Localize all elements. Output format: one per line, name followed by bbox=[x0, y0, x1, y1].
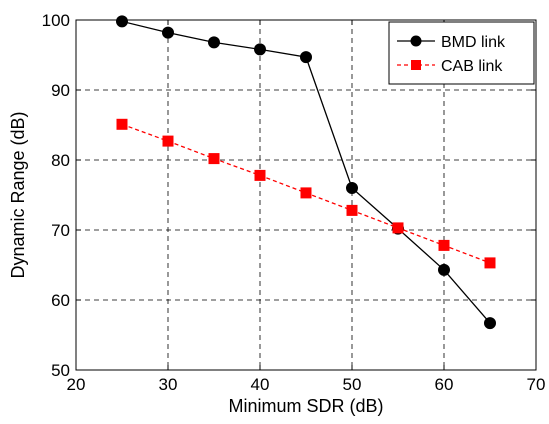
legend-label-1: CAB link bbox=[441, 58, 503, 75]
legend-marker-cab bbox=[411, 60, 421, 70]
data-point-cab bbox=[162, 135, 174, 147]
data-point-cab bbox=[208, 153, 220, 165]
plot-frame bbox=[75, 19, 537, 371]
data-point-bmd bbox=[208, 36, 220, 49]
y-tick-label: 80 bbox=[51, 151, 70, 170]
axis-ticks: 20 30 40 50 60 70 50 60 70 80 90 100 bbox=[42, 11, 546, 394]
x-tick-label: 40 bbox=[251, 375, 270, 394]
y-tick-label: 70 bbox=[51, 221, 70, 240]
y-tick-label: 90 bbox=[51, 81, 70, 100]
x-axis-title: Minimum SDR (dB) bbox=[228, 396, 383, 416]
y-tick-label: 50 bbox=[51, 361, 70, 380]
legend: BMD link CAB link bbox=[388, 21, 535, 85]
data-point-cab bbox=[300, 187, 312, 199]
y-tick-label: 100 bbox=[42, 11, 70, 30]
x-tick-label: 70 bbox=[527, 375, 546, 394]
x-tick-label: 60 bbox=[435, 375, 454, 394]
data-point-cab bbox=[346, 204, 358, 216]
y-axis-title: Dynamic Range (dB) bbox=[8, 111, 28, 278]
series-layer bbox=[116, 15, 496, 330]
data-point-bmd bbox=[484, 317, 496, 330]
data-point-cab bbox=[254, 169, 266, 181]
x-tick-label: 50 bbox=[343, 375, 362, 394]
data-point-bmd bbox=[116, 15, 128, 28]
data-point-bmd bbox=[162, 26, 174, 39]
data-point-bmd bbox=[346, 182, 358, 194]
data-point-cab bbox=[438, 239, 450, 251]
data-point-bmd bbox=[438, 263, 450, 276]
x-tick-label: 30 bbox=[159, 375, 178, 394]
data-point-bmd bbox=[254, 43, 266, 56]
legend-box bbox=[388, 21, 535, 85]
data-point-cab bbox=[484, 257, 496, 269]
data-point-cab bbox=[392, 222, 404, 234]
legend-marker-bmd bbox=[410, 35, 422, 47]
legend-label-0: BMD link bbox=[441, 34, 506, 51]
data-point-bmd bbox=[300, 51, 312, 64]
x-tick-label: 20 bbox=[67, 375, 86, 394]
data-point-cab bbox=[116, 118, 128, 130]
y-tick-label: 60 bbox=[51, 291, 70, 310]
